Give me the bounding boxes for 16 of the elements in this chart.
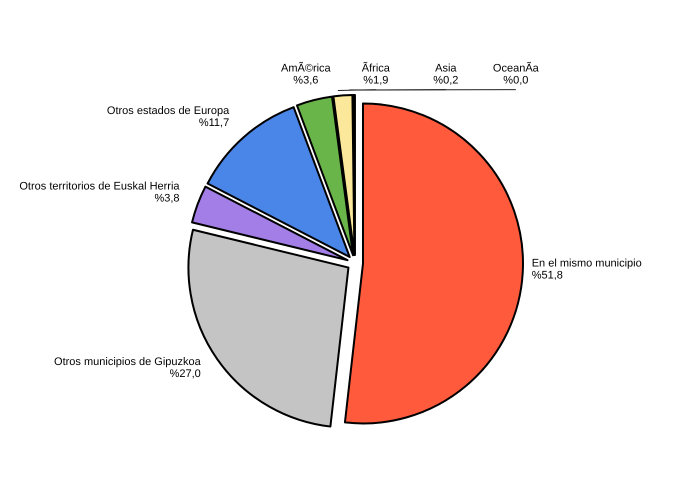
slice-label: Otros territorios de Euskal Herria [19, 180, 180, 192]
data-label: %51,8 [532, 270, 563, 282]
slice-label: Otros municipios de Gipuzkoa [54, 356, 202, 368]
slice-label: AmÃ©rica [281, 62, 332, 75]
slice-label: En el mismo municipio [532, 258, 642, 270]
data-label: %3,8 [154, 192, 180, 204]
data-label: %27,0 [170, 368, 201, 380]
data-label: %3,6 [293, 74, 318, 87]
slice-label: Otros estados de Europa [106, 104, 230, 117]
data-label: %0,2 [433, 74, 458, 87]
slice-label: Asia [435, 62, 458, 75]
category-label: OceanÃa [492, 62, 539, 75]
slice-label: Ãfrica [362, 62, 391, 75]
text: %0,0 [503, 74, 528, 87]
data-label: %1,9 [363, 74, 388, 87]
data-label: %11,7 [198, 116, 230, 129]
